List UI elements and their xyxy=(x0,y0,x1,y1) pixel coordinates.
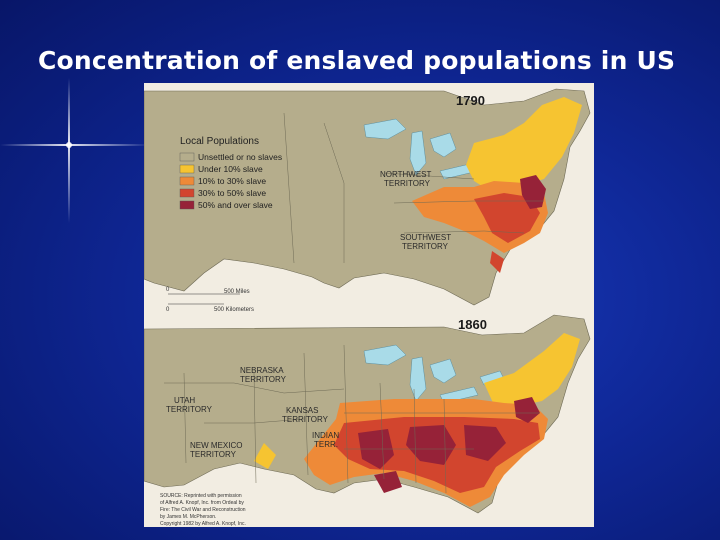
territory-label: UTAH xyxy=(174,396,195,405)
territory-label: TERRITORY xyxy=(190,450,237,459)
territory-label: TERRITORY xyxy=(240,375,287,384)
territory-label: NEW MEXICO xyxy=(190,441,242,450)
legend-label: 50% and over slave xyxy=(198,200,273,210)
sparkle-decoration xyxy=(0,78,150,223)
legend-label: Unsettled or no slaves xyxy=(198,152,282,162)
territory-label: SOUTHWEST xyxy=(400,233,451,242)
legend-swatch-4 xyxy=(179,200,195,210)
territory-label: TERRITORY xyxy=(384,179,431,188)
legend-swatch-0 xyxy=(179,152,195,162)
territory-label: NORTHWEST xyxy=(380,170,432,179)
territory-label: TERR. xyxy=(314,440,338,449)
year-1860: 1860 xyxy=(458,317,487,332)
slide-title: Concentration of enslaved populations in… xyxy=(38,46,676,75)
territory-label: KANSAS xyxy=(286,406,318,415)
territory-label: INDIAN xyxy=(312,431,339,440)
legend-label: Under 10% slave xyxy=(198,164,263,174)
year-1790: 1790 xyxy=(456,93,485,108)
map-1790: Local Populations Unsettled or no slaves… xyxy=(144,83,594,313)
map-1860: 1860 NEBRASKA TERRITORY UTAH TERRITORY K… xyxy=(144,314,591,527)
territory-label: TERRITORY xyxy=(282,415,329,424)
territory-label: NEBRASKA xyxy=(240,366,284,375)
scale-km: 500 Kilometers xyxy=(214,307,254,313)
source-line: by James M. McPherson. xyxy=(160,514,216,520)
legend-items: Unsettled or no slaves Under 10% slave 1… xyxy=(179,152,282,210)
scale-miles: 500 Miles xyxy=(224,289,250,295)
scale-zero: 0 xyxy=(166,287,170,293)
legend-swatch-1 xyxy=(179,164,195,174)
legend-swatch-2 xyxy=(179,176,195,186)
map-image: Local Populations Unsettled or no slaves… xyxy=(144,83,594,527)
territory-label: TERRITORY xyxy=(402,242,449,251)
scale-bar: 0 500 Miles 0 500 Kilometers xyxy=(166,287,254,313)
legend-swatch-3 xyxy=(179,188,195,198)
legend-label: 30% to 50% slave xyxy=(198,188,266,198)
legend-label: 10% to 30% slave xyxy=(198,176,266,186)
territory-label: TERRITORY xyxy=(166,405,213,414)
source-credit: SOURCE: Reprinted with permission of Alf… xyxy=(160,493,246,527)
source-line: SOURCE: Reprinted with permission xyxy=(160,493,242,499)
source-line: Copyright 1982 by Alfred A. Knopf, Inc. xyxy=(160,521,246,527)
legend-title: Local Populations xyxy=(180,136,259,147)
source-line: Fire: The Civil War and Reconstruction xyxy=(160,507,246,513)
source-line: of Alfred A. Knopf, Inc. from Ordeal by xyxy=(160,500,244,506)
scale-zero: 0 xyxy=(166,307,170,313)
